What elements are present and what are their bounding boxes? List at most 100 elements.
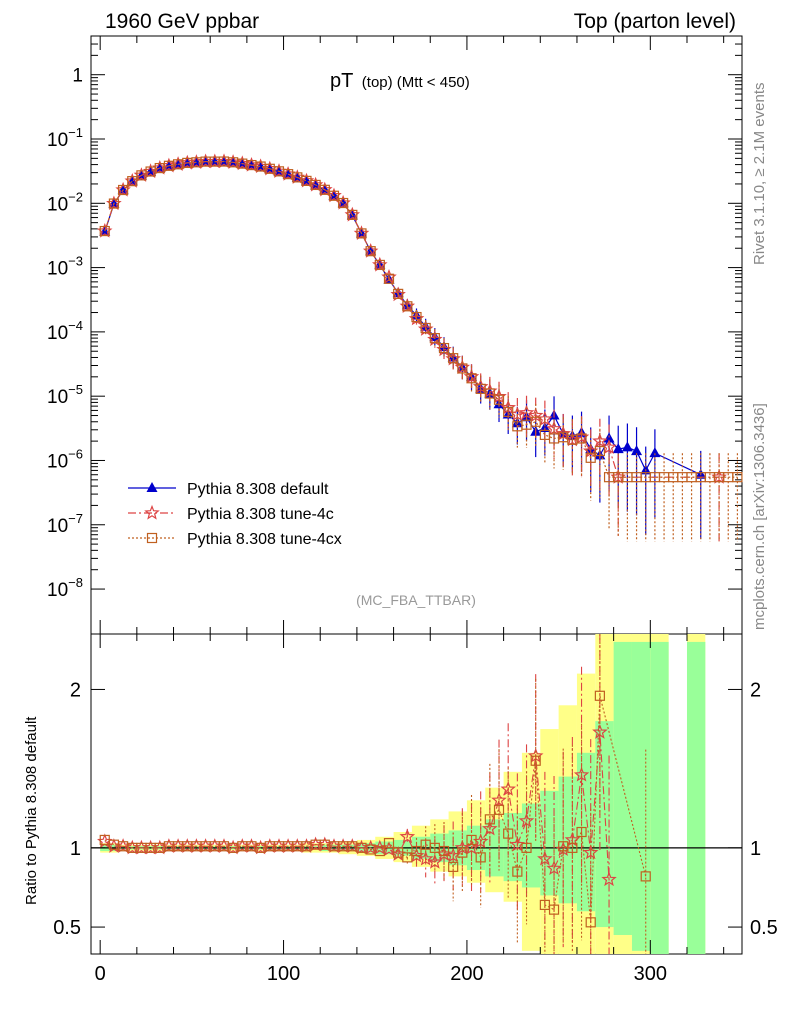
x-tick-label: 200 — [450, 963, 483, 985]
ratio-y-axis-label: Ratio to Pythia 8.308 default — [23, 716, 40, 905]
data-point-star — [144, 504, 160, 520]
series-line — [104, 160, 738, 478]
ratio-y-tick-label: 1 — [70, 838, 81, 860]
data-point-square — [347, 209, 358, 220]
plot-title: pT (top) (Mtt < 450) — [330, 70, 470, 92]
data-point-square — [448, 861, 459, 872]
y-tick-label: 10−5 — [47, 382, 83, 408]
uncertainty-band-inner — [650, 641, 669, 954]
y-tick-label: 10−4 — [47, 318, 83, 344]
data-point-triangle — [146, 482, 158, 492]
data-point-square — [146, 532, 158, 544]
data-point-square — [438, 342, 450, 354]
data-point-square — [585, 452, 596, 463]
data-point-square — [457, 847, 468, 858]
y-tick-label: 10−3 — [47, 254, 83, 280]
rivet-side-label: Rivet 3.1.10, ≥ 2.1M events — [751, 83, 768, 266]
main-plot-area: 1 10−1 10−2 10−3 10−4 10−5 10−6 10−7 10−8 — [47, 36, 743, 634]
ratio-y-tick-label-right: 2 — [750, 679, 761, 701]
data-point-square — [374, 845, 385, 857]
data-point-triangle — [539, 421, 551, 432]
data-point-square — [530, 755, 541, 766]
x-tick-label: 0 — [95, 963, 106, 985]
ratio-y-tick-label-right: 0.5 — [750, 917, 778, 939]
data-point-star — [573, 766, 590, 782]
data-point-square — [108, 198, 120, 209]
data-point-square — [493, 394, 505, 405]
y-tick-label: 10−2 — [47, 189, 83, 215]
data-point-square — [576, 433, 587, 444]
data-point-square — [640, 871, 651, 882]
data-point-square — [319, 184, 330, 195]
data-point-star — [601, 871, 617, 887]
data-point-square — [338, 197, 349, 209]
data-point-star — [527, 747, 544, 763]
data-point-square — [594, 445, 605, 457]
data-point-square — [475, 852, 486, 863]
data-point-square — [466, 834, 477, 846]
data-point-square — [530, 416, 541, 427]
data-point-square — [402, 301, 413, 312]
data-point-square — [356, 228, 367, 239]
data-point-square — [484, 814, 495, 825]
legend-label: Pythia 8.308 tune-4c — [187, 506, 334, 523]
analysis-watermark: (MC_FBA_TTBAR) — [356, 592, 476, 608]
data-point-triangle — [621, 441, 633, 452]
data-point-square — [448, 353, 459, 364]
data-point-square — [484, 388, 495, 399]
data-point-triangle — [603, 432, 615, 443]
data-point-square — [457, 363, 468, 374]
data-point-star — [399, 828, 416, 844]
data-point-square — [567, 842, 578, 853]
uncertainty-band-inner — [613, 641, 632, 935]
legend-label: Pythia 8.308 tune-4cx — [187, 531, 342, 548]
data-point-square — [365, 246, 376, 257]
ratio-y-tick-label-right: 1 — [750, 838, 761, 860]
header-right-label: Top (parton level) — [574, 10, 736, 33]
data-point-square — [429, 333, 440, 344]
data-point-square — [127, 176, 138, 187]
data-point-square — [548, 904, 560, 915]
uncertainty-band-inner — [631, 641, 651, 951]
data-point-square — [393, 288, 404, 299]
data-point-square — [411, 311, 422, 323]
data-point-square — [585, 917, 596, 928]
plot-title-main: pT — [330, 70, 353, 92]
header-left-label: 1960 GeV ppbar — [105, 10, 259, 33]
data-point-triangle — [631, 445, 643, 456]
uncertainty-band-inner — [686, 641, 706, 954]
x-tick-label: 300 — [634, 963, 667, 985]
data-point-square — [503, 828, 514, 839]
data-point-star — [582, 844, 599, 860]
data-point-square — [402, 852, 413, 863]
data-point-square — [328, 190, 340, 201]
ratio-y-tick-label: 0.5 — [53, 917, 81, 939]
data-point-star — [463, 839, 480, 855]
data-point-star — [500, 399, 516, 415]
legend-label: Pythia 8.308 default — [187, 481, 329, 498]
y-tick-label: 1 — [72, 66, 83, 87]
data-point-star — [482, 820, 498, 836]
data-point-triangle — [612, 443, 624, 454]
data-point-square — [732, 472, 743, 483]
legend: Pythia 8.308 default Pythia 8.308 tune-4c… — [128, 481, 342, 548]
data-point-square — [99, 225, 110, 237]
y-tick-label: 10−6 — [47, 446, 83, 472]
y-tick-label: 10−8 — [47, 575, 83, 601]
data-point-square — [493, 804, 505, 815]
data-point-star — [592, 432, 608, 448]
data-point-star — [546, 860, 562, 876]
data-point-square — [594, 690, 605, 701]
y-tick-label: 10−1 — [47, 125, 83, 151]
x-tick-label: 100 — [267, 963, 300, 985]
data-point-square — [438, 845, 450, 857]
data-point-square — [512, 866, 523, 877]
data-point-square — [521, 842, 532, 853]
data-point-star — [601, 439, 617, 454]
data-point-square — [383, 838, 395, 849]
data-point-square — [420, 322, 431, 334]
data-point-square — [503, 406, 514, 417]
data-point-star — [417, 850, 434, 866]
plot-title-sub: (top) (Mtt < 450) — [362, 74, 470, 91]
